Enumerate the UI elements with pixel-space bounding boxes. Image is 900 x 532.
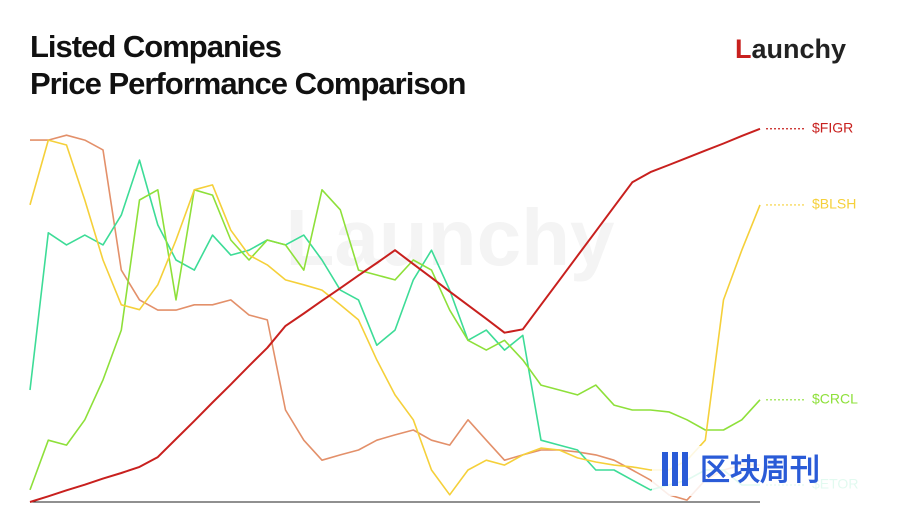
legend-label: $CRCL [812, 391, 858, 407]
watermark-icon [662, 452, 688, 486]
legend-label: $FIGR [812, 119, 853, 135]
background-watermark: Launchy [286, 193, 615, 282]
logo-rest: aunchy [752, 34, 847, 64]
watermark-text: 区块周刊 [700, 454, 820, 487]
watermark-box [652, 446, 882, 496]
legend-label: $BLSH [812, 196, 856, 212]
logo: Launchy [735, 34, 846, 64]
lines [29, 127, 761, 503]
chart-title: Price Performance Comparison [30, 66, 466, 101]
series-line [30, 134, 760, 501]
series-line [29, 159, 760, 491]
chart-title: Listed Companies [30, 29, 281, 64]
series-line [29, 189, 761, 491]
watermark-rest: aunchy [334, 193, 615, 282]
series-line [29, 139, 761, 496]
logo-initial: L [735, 34, 752, 64]
legend: $ETOR$CRCL$BLSH$FIGR [766, 119, 858, 492]
series-line [29, 127, 761, 503]
